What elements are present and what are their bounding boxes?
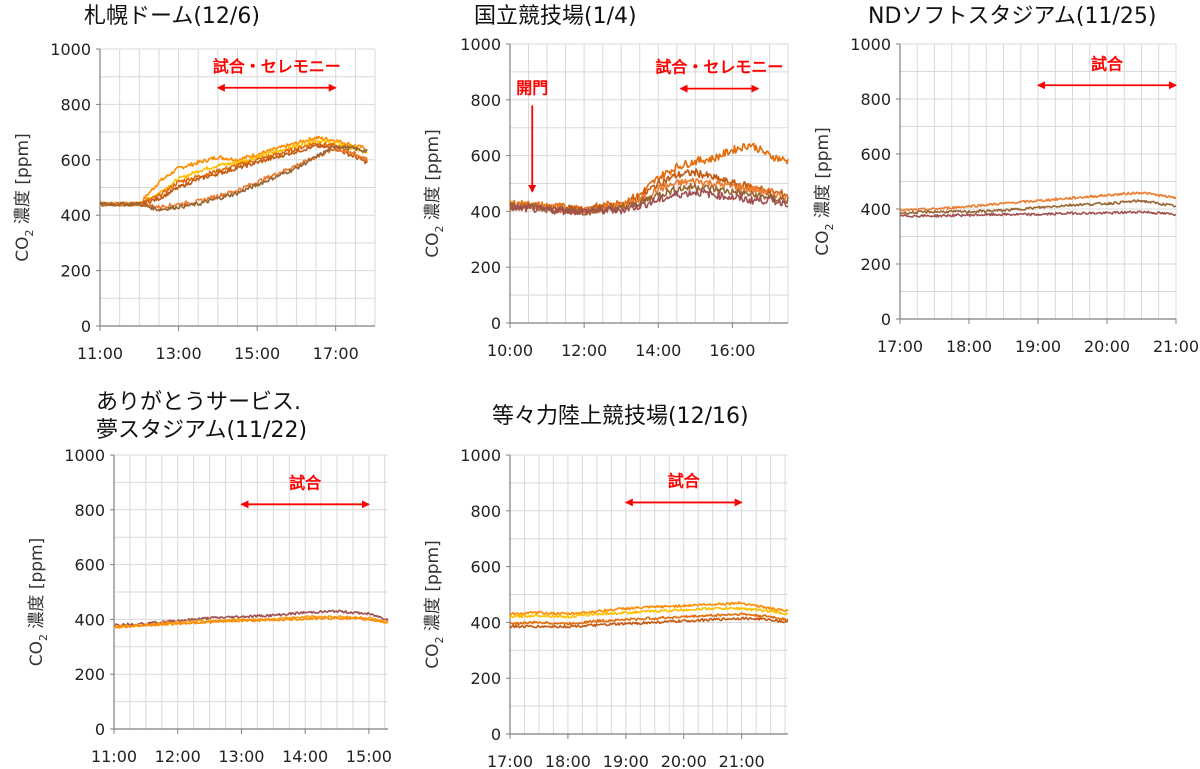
x-tick-label: 14:00 <box>635 341 681 360</box>
y-tick-label: 400 <box>860 200 891 219</box>
y-tick-label: 600 <box>74 556 105 575</box>
x-tick-label: 19:00 <box>1015 337 1061 356</box>
x-tick-label: 15:00 <box>346 747 392 766</box>
y-tick-label: 1000 <box>460 35 501 54</box>
x-tick-label: 17:00 <box>313 344 359 363</box>
x-tick-label: 11:00 <box>77 344 123 363</box>
chart-sapporo: 0 200 400 600 800 1000 11:00 13:00 15:00 17:00 CO2… <box>13 40 376 363</box>
x-tick-label: 17:00 <box>487 752 533 769</box>
y-tick-label: 800 <box>470 502 501 521</box>
series-line-6 <box>99 144 368 212</box>
annotation-label: 試合 <box>1091 54 1124 73</box>
y-axis-label: CO2 濃度 [ppm] <box>13 133 36 261</box>
annotation-label: 開門 <box>516 78 548 97</box>
x-tick-label: 21:00 <box>719 752 765 769</box>
y-tick-label: 400 <box>60 206 91 225</box>
y-tick-label: 800 <box>860 90 891 109</box>
series-line-1 <box>99 135 368 207</box>
y-tick-label: 600 <box>860 145 891 164</box>
y-tick-label: 0 <box>881 310 891 329</box>
x-tick-label: 20:00 <box>1084 337 1130 356</box>
y-axis-label: CO2 濃度 [ppm] <box>423 129 446 257</box>
y-tick-label: 800 <box>74 501 105 520</box>
y-tick-label: 0 <box>491 314 501 333</box>
series-line-3 <box>509 612 789 626</box>
y-tick-label: 400 <box>74 610 105 629</box>
series-line-1 <box>509 142 789 213</box>
y-tick-label: 1000 <box>460 446 501 465</box>
chart-todoroki: 0 200 400 600 800 1000 17:00 18:00 19:00 20:00 21:… <box>423 446 789 769</box>
chart-title-ndsoft: NDソフトスタジアム(11/25) <box>868 4 1157 29</box>
chart-yume: 0 200 400 600 800 1000 11:00 12:00 13:00 14:00 15:… <box>27 446 392 766</box>
series-line-4 <box>509 616 789 629</box>
chart-title-todoroki: 等々力陸上競技場(12/16) <box>492 404 749 429</box>
y-tick-label: 600 <box>470 147 501 166</box>
y-tick-label: 1000 <box>850 35 891 54</box>
series-line-1 <box>899 191 1177 212</box>
y-tick-label: 0 <box>491 725 501 744</box>
x-tick-label: 11:00 <box>91 747 137 766</box>
x-tick-label: 12:00 <box>155 747 201 766</box>
series-line-1 <box>509 600 789 616</box>
x-tick-label: 13:00 <box>218 747 264 766</box>
annotation-label: 試合 <box>668 471 701 490</box>
y-axis-label: CO2 濃度 [ppm] <box>423 540 446 668</box>
chart-ndsoft: 0 200 400 600 800 1000 17:00 18:00 19:00 20:00 21:… <box>813 35 1199 356</box>
y-tick-label: 0 <box>81 317 91 336</box>
y-tick-label: 800 <box>60 95 91 114</box>
chart-title-yume-line2: 夢スタジアム(11/22) <box>96 418 308 443</box>
y-tick-label: 1000 <box>50 40 91 59</box>
chart-title-yume-line1: ありがとうサービス. <box>96 390 301 415</box>
y-tick-label: 800 <box>470 91 501 110</box>
y-tick-label: 200 <box>60 262 91 281</box>
x-tick-label: 10:00 <box>487 341 533 360</box>
y-tick-label: 200 <box>470 669 501 688</box>
x-tick-label: 19:00 <box>603 752 649 769</box>
x-tick-label: 18:00 <box>946 337 992 356</box>
chart-kokuritsu: 0 200 400 600 800 1000 10:00 12:00 14:00 16:00 CO2… <box>423 35 789 360</box>
x-tick-label: 18:00 <box>545 752 591 769</box>
x-tick-label: 15:00 <box>234 344 280 363</box>
y-axis-label: CO2 濃度 [ppm] <box>813 127 836 255</box>
annotation-label: 試合・セレモニー <box>213 57 341 76</box>
annotation-label: 試合 <box>289 473 322 492</box>
chart-title-sapporo: 札幌ドーム(12/6) <box>84 4 260 29</box>
y-tick-label: 200 <box>860 255 891 274</box>
x-tick-label: 21:00 <box>1153 337 1199 356</box>
chart-title-kokuritsu: 国立競技場(1/4) <box>474 4 637 29</box>
series-line-5 <box>99 148 368 209</box>
series-line-4 <box>99 143 368 207</box>
y-axis-label: CO2 濃度 [ppm] <box>27 538 50 666</box>
x-tick-label: 20:00 <box>661 752 707 769</box>
y-tick-label: 600 <box>470 558 501 577</box>
series-line-2 <box>509 606 789 619</box>
x-tick-label: 13:00 <box>156 344 202 363</box>
series-line-3 <box>113 616 389 629</box>
x-tick-label: 17:00 <box>877 337 923 356</box>
series-line-3 <box>899 210 1177 218</box>
y-tick-label: 400 <box>470 202 501 221</box>
x-tick-label: 12:00 <box>561 341 607 360</box>
series-line-2 <box>899 199 1177 215</box>
series-line-5 <box>509 188 789 216</box>
annotation-label: 試合・セレモニー <box>655 58 783 77</box>
y-tick-label: 400 <box>470 613 501 632</box>
y-tick-label: 200 <box>470 258 501 277</box>
y-tick-label: 1000 <box>64 446 105 465</box>
x-tick-label: 16:00 <box>709 341 755 360</box>
y-tick-label: 200 <box>74 665 105 684</box>
y-tick-label: 0 <box>95 720 105 739</box>
x-tick-label: 14:00 <box>282 747 328 766</box>
y-tick-label: 600 <box>60 151 91 170</box>
